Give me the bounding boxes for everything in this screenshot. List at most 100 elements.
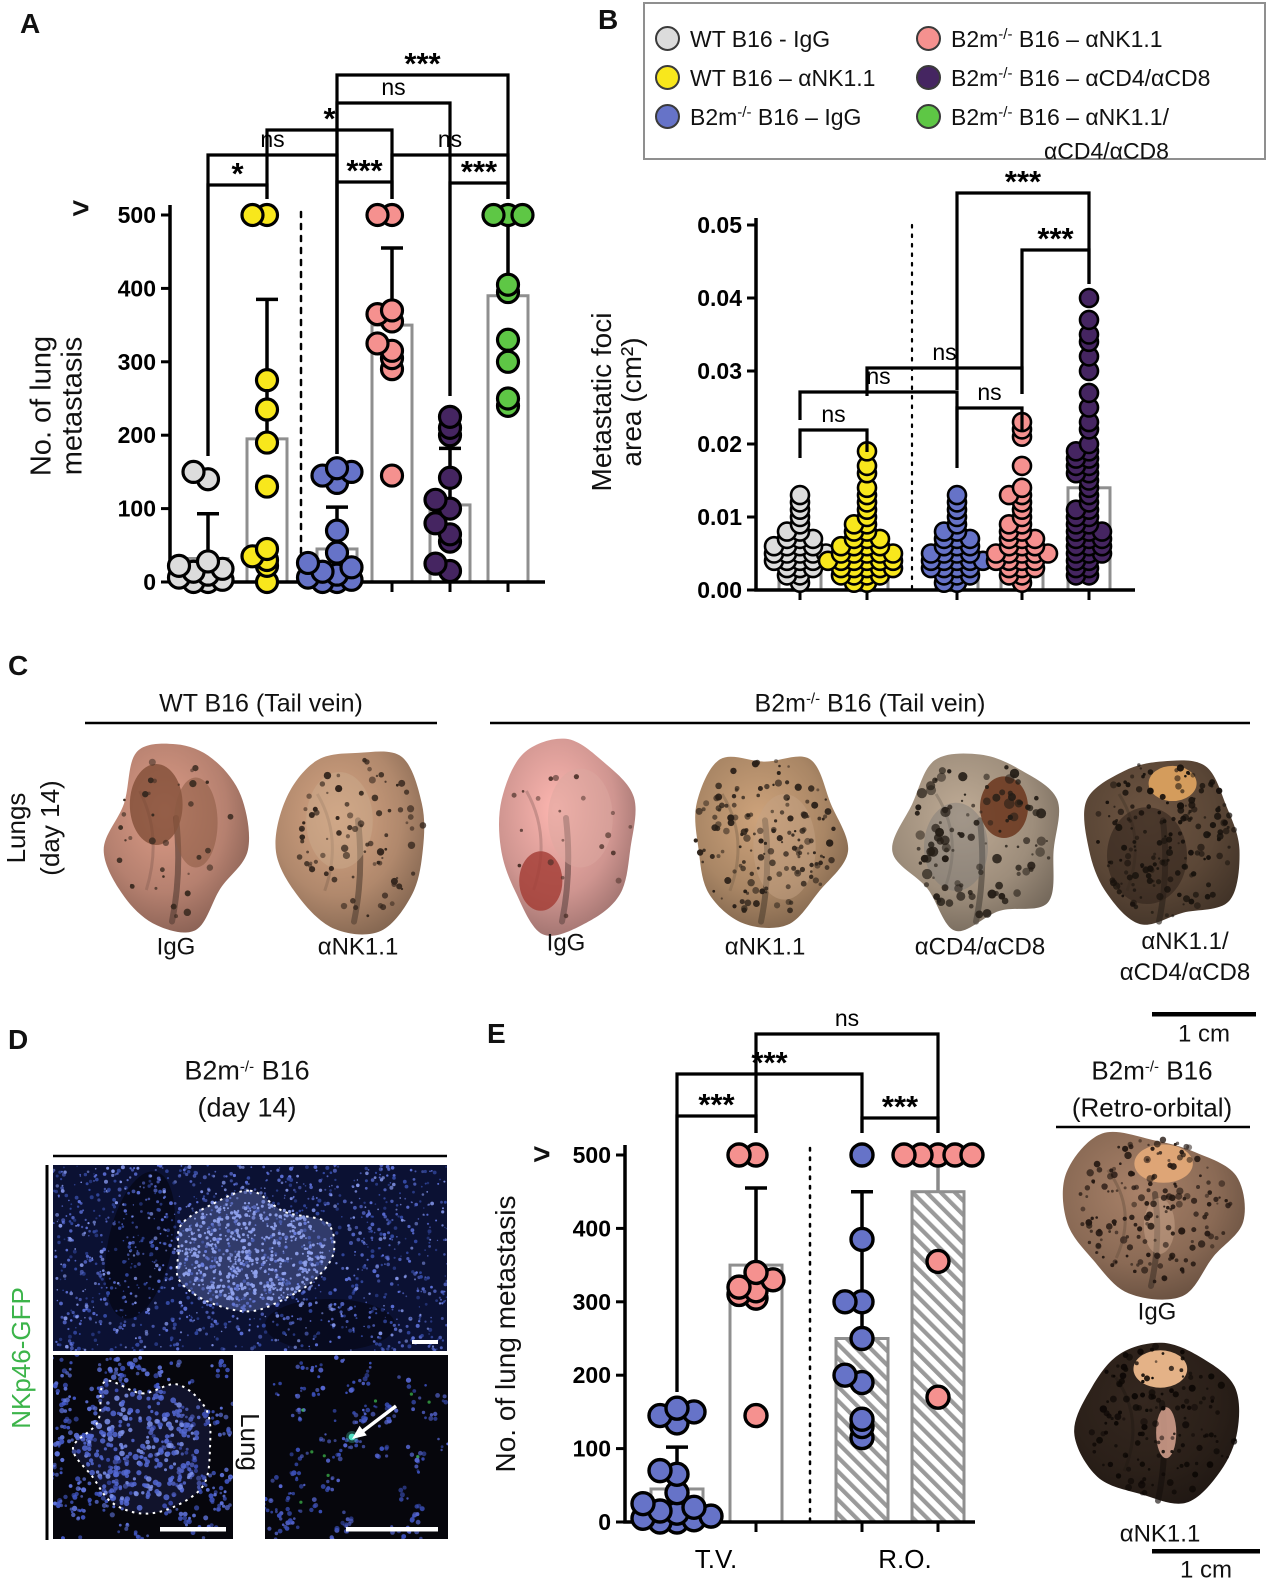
- svg-text:0.04: 0.04: [697, 285, 742, 311]
- legend-item-label: B2m-/- B16 – αNK1.1/αCD4/αCD8: [951, 104, 1169, 164]
- svg-text:0.03: 0.03: [697, 358, 742, 384]
- chart-a-ylabel: No. of lung metastasis: [25, 335, 89, 477]
- panel-c-photo-label: αNK1.1: [724, 933, 806, 961]
- lung-photo: [103, 743, 250, 933]
- legend-swatch: [916, 26, 941, 51]
- legend-item: B2m-/- B16 – αNK1.1/αCD4/αCD8: [916, 102, 1169, 167]
- svg-text:***: ***: [461, 154, 498, 189]
- legend-swatch: [916, 104, 941, 129]
- svg-text:***: ***: [346, 153, 383, 188]
- legend-item: B2m-/- B16 – αCD4/αCD8: [916, 63, 1210, 97]
- chart-b-ylabel: Metastatic foci area (cm²): [585, 312, 647, 492]
- svg-text:0: 0: [598, 1509, 611, 1535]
- svg-text:300: 300: [118, 349, 156, 375]
- lung-photo: [275, 751, 427, 935]
- legend-item: WT B16 - IgG: [655, 24, 830, 58]
- panel-e-photo-label: αNK1.1: [1119, 1520, 1201, 1548]
- svg-text:ns: ns: [438, 126, 462, 152]
- panel-c-photo-label: αCD4/αCD8: [914, 933, 1046, 961]
- lung-photo: [1084, 760, 1240, 925]
- svg-text:0.02: 0.02: [697, 431, 742, 457]
- svg-text:0.00: 0.00: [697, 577, 742, 603]
- svg-text:300: 300: [573, 1289, 611, 1315]
- panel-d-title: B2m-/- B16: [184, 1055, 310, 1086]
- svg-text:200: 200: [118, 422, 156, 448]
- panel-c-header-b2m: B2m-/- B16 (Tail vein): [754, 689, 986, 718]
- panel-c-photo-label: IgG: [546, 929, 586, 957]
- legend-item-label: B2m-/- B16 – IgG: [690, 104, 862, 130]
- legend-item: B2m-/- B16 – IgG: [655, 102, 861, 136]
- svg-text:ns: ns: [866, 363, 890, 389]
- panel-c-side-label: Lungs (day 14): [1, 780, 65, 876]
- legend-swatch: [655, 65, 680, 90]
- svg-text:ns: ns: [977, 379, 1001, 405]
- legend-item: B2m-/- B16 – αNK1.1: [916, 24, 1163, 58]
- lung-photo: [1074, 1342, 1240, 1504]
- panel-c-header-wt: WT B16 (Tail vein): [159, 689, 363, 718]
- svg-text:0.01: 0.01: [697, 504, 742, 530]
- lung-photo: [1062, 1131, 1245, 1300]
- panel-d-marker-label: NKp46-GFP: [6, 1287, 37, 1429]
- svg-text:***: ***: [404, 46, 441, 81]
- panel-d-title-line2: (day 14): [197, 1092, 297, 1123]
- svg-text:*: *: [323, 101, 336, 136]
- panel-e-right-title-line2: (Retro-orbital): [1071, 1092, 1233, 1123]
- legend-item-label: WT B16 – αNK1.1: [690, 65, 876, 91]
- svg-text:400: 400: [118, 275, 156, 301]
- svg-text:ns: ns: [260, 126, 284, 152]
- chart-e-ylabel: No. of lung metastasis: [489, 1195, 521, 1473]
- svg-text:***: ***: [1005, 164, 1042, 199]
- svg-text:***: ***: [751, 1045, 788, 1080]
- legend-item-label: B2m-/- B16 – αCD4/αCD8: [951, 65, 1211, 91]
- chart-E: 0 100 200 300 400 500 T.V. R.O. ns *** *** ***: [573, 1005, 985, 1574]
- panel-b-label: B: [598, 4, 619, 35]
- legend-item-label: B2m-/- B16 – αNK1.1: [951, 26, 1163, 52]
- panel-e-photo-label: IgG: [1137, 1298, 1177, 1326]
- lung-photo: [693, 756, 849, 929]
- svg-text:400: 400: [573, 1215, 611, 1241]
- panel-e-label: E: [487, 1018, 506, 1049]
- svg-text:500: 500: [118, 202, 156, 228]
- legend-swatch: [655, 104, 680, 129]
- svg-text:T.V.: T.V.: [695, 1544, 737, 1574]
- panel-d-images: [53, 1165, 448, 1539]
- svg-text:ns: ns: [821, 401, 845, 427]
- legend-swatch: [655, 26, 680, 51]
- panel-c-label: C: [8, 650, 29, 681]
- panel-c-photo-label: αNK1.1: [317, 933, 399, 961]
- panel-c-photo-label: IgG: [156, 933, 196, 961]
- svg-text:***: ***: [1037, 221, 1074, 256]
- svg-text:100: 100: [573, 1436, 611, 1462]
- legend-item: WT B16 – αNK1.1: [655, 63, 875, 97]
- svg-text:0.05: 0.05: [697, 212, 742, 238]
- panel-c-photo-label: αNK1.1/αCD4/αCD8: [1119, 927, 1251, 986]
- panel-d-lung-label: Lung: [234, 1413, 265, 1471]
- panel-a-label: A: [20, 8, 41, 39]
- lung-photo: [498, 738, 636, 936]
- svg-text:0: 0: [143, 569, 156, 595]
- svg-text:ns: ns: [381, 74, 405, 100]
- svg-text:ns: ns: [835, 1005, 859, 1031]
- svg-text:*: *: [231, 156, 244, 191]
- panel-e-right-title: B2m-/- B16: [1091, 1055, 1213, 1086]
- svg-text:ns: ns: [932, 339, 956, 365]
- svg-text:200: 200: [573, 1362, 611, 1388]
- lung-photo: [892, 753, 1060, 932]
- svg-text:R.O.: R.O.: [878, 1544, 931, 1574]
- rules: [45, 721, 1260, 1554]
- svg-text:***: ***: [882, 1089, 919, 1124]
- chart-a-overflow-symbol: >: [72, 192, 90, 225]
- panel-e-scalebar-label: 1 cm: [1179, 1556, 1233, 1581]
- svg-text:100: 100: [118, 496, 156, 522]
- legend: [643, 2, 1266, 160]
- panel-c-scalebar-label: 1 cm: [1177, 1020, 1231, 1048]
- panel-d-label: D: [8, 1024, 29, 1055]
- legend-item-label: WT B16 - IgG: [690, 26, 831, 52]
- chart-e-overflow-symbol: >: [533, 1138, 551, 1171]
- svg-text:500: 500: [573, 1142, 611, 1168]
- svg-text:***: ***: [698, 1087, 735, 1122]
